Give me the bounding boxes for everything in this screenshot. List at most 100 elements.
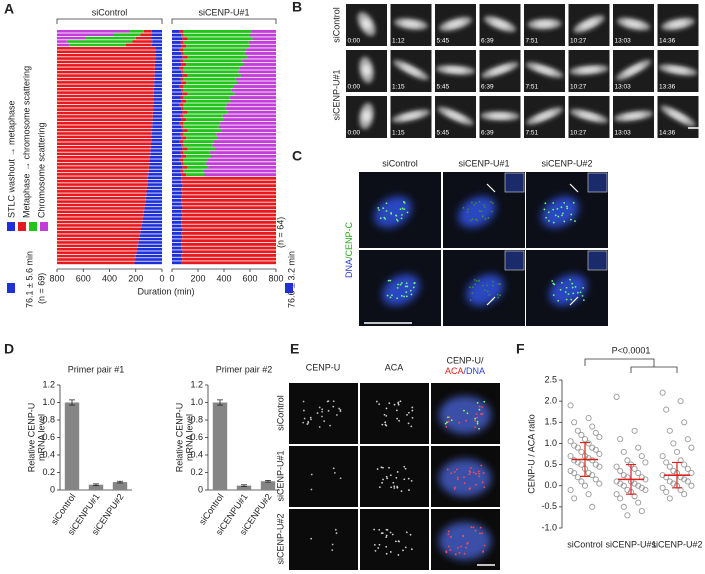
timeline-segment [240, 74, 276, 77]
timeline-segment [151, 30, 162, 33]
timeline-segment [172, 92, 183, 96]
timeline-segment [250, 33, 276, 37]
y-tick-label: 0.5 [544, 459, 557, 469]
chart-title: Primer pair #2 [216, 364, 273, 374]
centromere [474, 283, 477, 286]
spot [396, 485, 399, 488]
spot [395, 409, 398, 412]
spot [410, 479, 413, 482]
timeline-segment [233, 85, 276, 88]
data-point [585, 440, 592, 447]
timeline-segment [57, 121, 153, 125]
centromere [400, 282, 403, 284]
x-tick-label: 0 [169, 273, 174, 283]
timeline-segment [57, 251, 137, 254]
micrograph [346, 4, 387, 46]
timeline-segment [181, 195, 276, 199]
y-tick-label: -0.5 [541, 501, 557, 511]
y-tick-label: 0.4 [190, 449, 203, 459]
centromere [480, 210, 483, 213]
spot [397, 540, 400, 543]
micrograph [289, 509, 358, 570]
spot [402, 549, 404, 552]
spot [310, 418, 312, 421]
timeline-segment [172, 96, 181, 99]
arrow [569, 183, 579, 193]
timeline-segment [57, 115, 153, 118]
error-bar [117, 480, 123, 484]
timeline-segment [154, 77, 162, 81]
timeline-segment [57, 159, 150, 163]
x-tick-label: 600 [242, 273, 257, 283]
y-tick-label: 0 [50, 484, 55, 494]
spot [457, 546, 459, 549]
micrograph [390, 50, 432, 92]
centromere [497, 293, 499, 296]
significance-bracket [584, 358, 678, 373]
spot [389, 474, 392, 477]
timeline-segment [187, 147, 215, 151]
spot [407, 477, 410, 480]
centromere [552, 221, 555, 224]
centromere [409, 289, 412, 292]
timeline-segment [149, 156, 162, 159]
timeline-segment [186, 99, 231, 103]
timeline-segment [172, 154, 182, 158]
spot [465, 546, 467, 549]
timeline-segment [172, 235, 183, 239]
timeline-segment [57, 111, 153, 115]
centromere [475, 202, 477, 205]
timeline-segment [146, 186, 162, 190]
timeline-segment [179, 121, 184, 125]
spot [478, 472, 480, 475]
column-label: siControl [382, 158, 418, 168]
timeline-segment [57, 50, 156, 54]
timeline-segment [183, 151, 210, 155]
timeline-segment [246, 48, 276, 52]
timeline-segment [57, 108, 154, 111]
panel-label: F [516, 341, 525, 357]
data-point [659, 453, 666, 460]
timeline-segment [180, 96, 184, 99]
spot [483, 400, 486, 403]
spot [398, 419, 400, 422]
column-label: ACA/DNA [445, 366, 485, 376]
timeline-segment [182, 235, 276, 239]
timeline-segment [187, 74, 241, 77]
timeline-segment [57, 138, 152, 142]
timeline-segment [57, 230, 141, 234]
summary-text: 76.1 ± 5.6 min [24, 251, 34, 308]
spot [331, 549, 334, 552]
spot [397, 554, 400, 556]
cell [668, 20, 688, 28]
spot [339, 409, 342, 411]
timeline-segment [57, 183, 148, 186]
data-point [581, 436, 589, 443]
timeline-segment [182, 147, 188, 151]
micrograph [524, 50, 565, 92]
timeline-segment [140, 33, 153, 37]
data-point [613, 393, 620, 400]
timeline-segment [154, 81, 162, 84]
timeline-segment [216, 132, 276, 136]
timeline-segment [235, 77, 276, 81]
timeline-segment [187, 92, 235, 96]
timeline-segment [148, 166, 162, 169]
timeline-segment [57, 193, 147, 197]
timeline-segment [155, 50, 162, 54]
spot [409, 533, 412, 536]
timestamp: 0:00 [348, 38, 361, 45]
timeline-segment [227, 110, 276, 114]
timeline-segment [250, 44, 276, 48]
timeline-segment [181, 44, 187, 48]
bar [88, 484, 104, 490]
timeline-segment [57, 176, 148, 180]
y-tick-label: 0.6 [42, 432, 55, 442]
timeline-segment [57, 166, 149, 169]
timeline-segment [183, 96, 230, 99]
spot [397, 401, 400, 404]
timestamp: 13:03 [615, 84, 632, 91]
timeline-segment [146, 190, 162, 193]
spot [306, 423, 309, 425]
timeline-segment [151, 132, 162, 135]
